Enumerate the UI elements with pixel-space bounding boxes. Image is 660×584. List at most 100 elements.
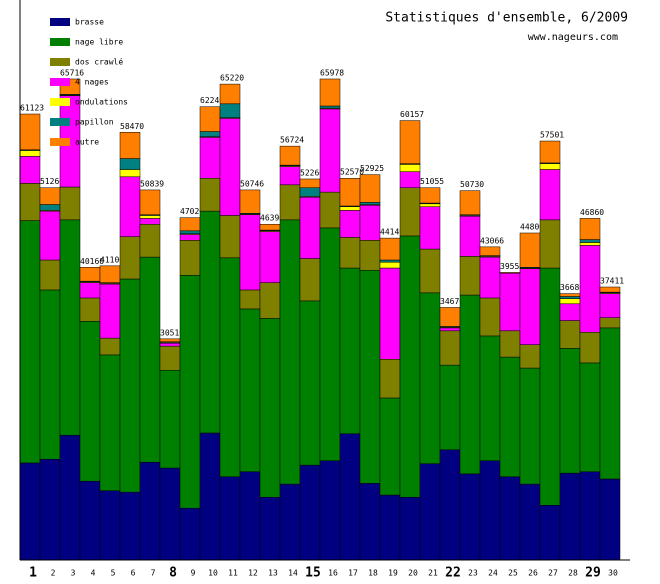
- total-label: 37411: [600, 277, 624, 286]
- bar-segment: [459, 215, 481, 257]
- total-label: 30510: [160, 328, 184, 337]
- bar-segment: [139, 189, 161, 215]
- x-tick-label: 13: [268, 569, 278, 578]
- bar-segment: [239, 189, 261, 214]
- total-label: 57501: [540, 131, 564, 140]
- bar-segment: [499, 330, 521, 358]
- bar-segment: [299, 196, 321, 259]
- total-label: 39550: [500, 262, 524, 271]
- bar-segment: [479, 246, 501, 256]
- bar-segment: [199, 131, 221, 137]
- bar-segment: [339, 210, 361, 238]
- bar-segment: [579, 218, 601, 240]
- bar-segment: [59, 434, 81, 561]
- bar-segment: [359, 174, 381, 203]
- bar-segment: [279, 184, 301, 221]
- x-tick-label: 1: [29, 566, 37, 581]
- bar-segment: [119, 176, 141, 237]
- bar-segment: [399, 496, 421, 561]
- bar-segment: [299, 258, 321, 302]
- total-label: 51055: [420, 177, 444, 186]
- bar-segment: [39, 289, 61, 460]
- bar-segment: [119, 236, 141, 280]
- bar-segment: [519, 268, 541, 345]
- chart-subtitle: www.nageurs.com: [528, 32, 618, 43]
- bar-segment: [539, 140, 561, 164]
- legend: brasse nage libre dos crawlé 4 nages ondulat…: [50, 18, 128, 147]
- total-label: 36680: [560, 283, 584, 292]
- bar-segment: [539, 267, 561, 506]
- bar-segment: [579, 245, 601, 333]
- bar-segment: [399, 235, 421, 498]
- bar-segment: [219, 118, 241, 216]
- bar-segment: [79, 321, 101, 482]
- total-label: 62240: [200, 96, 224, 105]
- bar-segment: [479, 256, 501, 299]
- bar-segment: [399, 164, 421, 172]
- bar-segment: [399, 187, 421, 237]
- bar-segment: [159, 467, 181, 561]
- bar-segment: [179, 507, 201, 561]
- bar-segment: [219, 83, 241, 105]
- bar-segment: [419, 206, 441, 250]
- x-tick-label: 12: [248, 569, 258, 578]
- bar-segment: [359, 483, 381, 561]
- bar-segment: [139, 461, 161, 561]
- total-label: 44800: [520, 222, 544, 231]
- bar-segment: [39, 210, 61, 261]
- bar-segment: [39, 459, 61, 561]
- total-label: 65716: [60, 68, 84, 77]
- bar-segment: [379, 237, 401, 261]
- bar-segment: [279, 483, 301, 561]
- bar-segment: [399, 120, 421, 164]
- bar-segment: [159, 345, 181, 371]
- bar-segment: [599, 327, 621, 480]
- bar-segment: [279, 145, 301, 166]
- bar-segment: [339, 237, 361, 269]
- bar-segment: [119, 158, 141, 170]
- bar-segment: [339, 267, 361, 434]
- x-tick-label: 6: [131, 569, 136, 578]
- legend-label: 4 nages: [75, 78, 109, 87]
- bar-segment: [99, 337, 121, 356]
- total-label: 61123: [20, 104, 44, 113]
- bar-segment: [359, 269, 381, 484]
- legend-swatch: [50, 58, 70, 66]
- bar-segment: [599, 478, 621, 561]
- total-label: 50839: [140, 179, 164, 188]
- bar-segment: [99, 354, 121, 491]
- total-label: 65220: [220, 74, 244, 83]
- legend-label: ondulations: [75, 98, 128, 107]
- bar-segment: [19, 150, 41, 157]
- legend-swatch: [50, 18, 70, 26]
- bar-segment: [299, 300, 321, 466]
- bar-segment: [559, 348, 581, 474]
- bar-segment: [579, 362, 601, 472]
- bar-segment: [79, 297, 101, 322]
- bar-segment: [19, 220, 41, 464]
- x-tick-label: 23: [468, 569, 478, 578]
- total-label: 40160: [80, 257, 104, 266]
- x-tick-label: 8: [169, 566, 177, 581]
- bars: 61123 1 51260 2 65716 3 40160 4 41100 5 58470 6 5083…: [19, 68, 624, 581]
- bar-segment: [259, 223, 281, 231]
- legend-swatch: [50, 118, 70, 126]
- x-tick-label: 11: [228, 569, 238, 578]
- bar-segment: [379, 261, 401, 269]
- bar-segment: [279, 166, 301, 186]
- total-label: 60157: [400, 110, 424, 119]
- legend-label: autre: [75, 138, 99, 147]
- bar-segment: [339, 433, 361, 561]
- bar-segment: [499, 272, 521, 332]
- bar-segment: [279, 219, 301, 485]
- total-label: 47020: [180, 207, 204, 216]
- bar-segment: [559, 296, 581, 299]
- total-label: 52925: [360, 164, 384, 173]
- bar-segment: [539, 169, 561, 221]
- bar-segment: [139, 218, 161, 225]
- bar-segment: [459, 256, 481, 296]
- bar-segment: [79, 480, 101, 561]
- bar-segment: [179, 240, 201, 276]
- bar-segment: [479, 297, 501, 337]
- bar-segment: [359, 240, 381, 271]
